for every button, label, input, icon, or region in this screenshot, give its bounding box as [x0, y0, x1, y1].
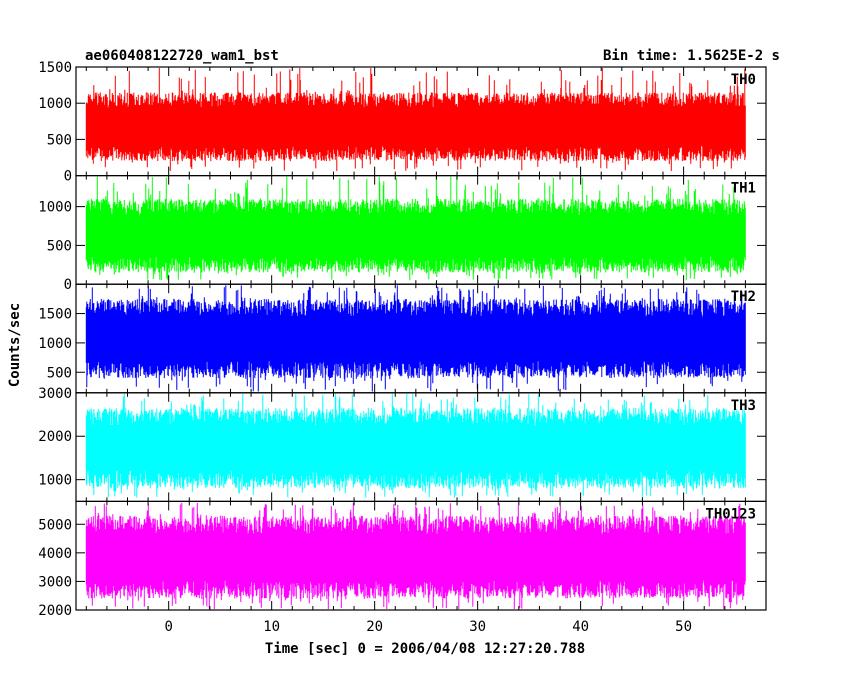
y-tick-label: 2000 — [38, 603, 72, 619]
panel-th3: 1000 2000 3000 TH3 — [38, 386, 767, 502]
y-tick-label: 5000 — [38, 517, 72, 533]
y-tick-label: 4000 — [38, 546, 72, 562]
series-th0123 — [85, 502, 746, 609]
series-th3 — [85, 393, 746, 498]
panels-layer: 050010001500TH005001000TH150010001500TH2… — [38, 60, 767, 635]
series-label: TH1 — [731, 181, 756, 197]
x-tick-label: 30 — [469, 619, 486, 635]
panel-th0: 0 500 1000 1500 TH0 — [38, 60, 767, 185]
y-axis-label: Counts/sec — [7, 303, 23, 387]
series-th2 — [85, 285, 746, 392]
y-tick-label: 500 — [47, 132, 72, 148]
series-label: TH2 — [731, 289, 756, 305]
series-label: TH0 — [731, 72, 756, 88]
panel-frame — [75, 500, 767, 611]
chart-title-left: ae060408122720_wam1_bst — [85, 48, 279, 64]
y-tick-label: 1000 — [38, 200, 72, 216]
y-tick-label: 1000 — [38, 473, 72, 489]
y-tick-label: 1500 — [38, 60, 72, 76]
y-tick-label: 0 — [64, 169, 72, 185]
panel-th0123: 2000 3000 4000 5000 TH0123 — [38, 500, 767, 619]
y-tick-label: 500 — [47, 238, 72, 254]
y-tick-label: 1000 — [38, 96, 72, 112]
x-tick-label: 20 — [366, 619, 383, 635]
series-th1 — [85, 176, 746, 281]
series-th0 — [85, 68, 746, 171]
x-tick-label: 0 — [164, 619, 172, 635]
y-tick-label: 3000 — [38, 386, 72, 402]
y-tick-label: 1000 — [38, 336, 72, 352]
y-tick-label: 1500 — [38, 307, 72, 323]
x-tick-label: 10 — [263, 619, 280, 635]
panel-th1: 0 500 1000 TH1 — [38, 175, 767, 293]
x-tick-label: 50 — [675, 619, 692, 635]
series-label: TH0123 — [705, 506, 756, 522]
y-tick-label: 500 — [47, 365, 72, 381]
series-label: TH3 — [731, 398, 756, 414]
y-tick-label: 0 — [64, 277, 72, 293]
x-axis-label: Time [sec] 0 = 2006/04/08 12:27:20.788 — [265, 641, 585, 657]
panel-th2: 500 1000 1500 TH2 — [38, 283, 767, 394]
y-tick-label: 2000 — [38, 429, 72, 445]
chart-title-right: Bin time: 1.5625E-2 s — [603, 48, 780, 64]
x-tick-label: 40 — [572, 619, 589, 635]
y-tick-label: 3000 — [38, 574, 72, 590]
